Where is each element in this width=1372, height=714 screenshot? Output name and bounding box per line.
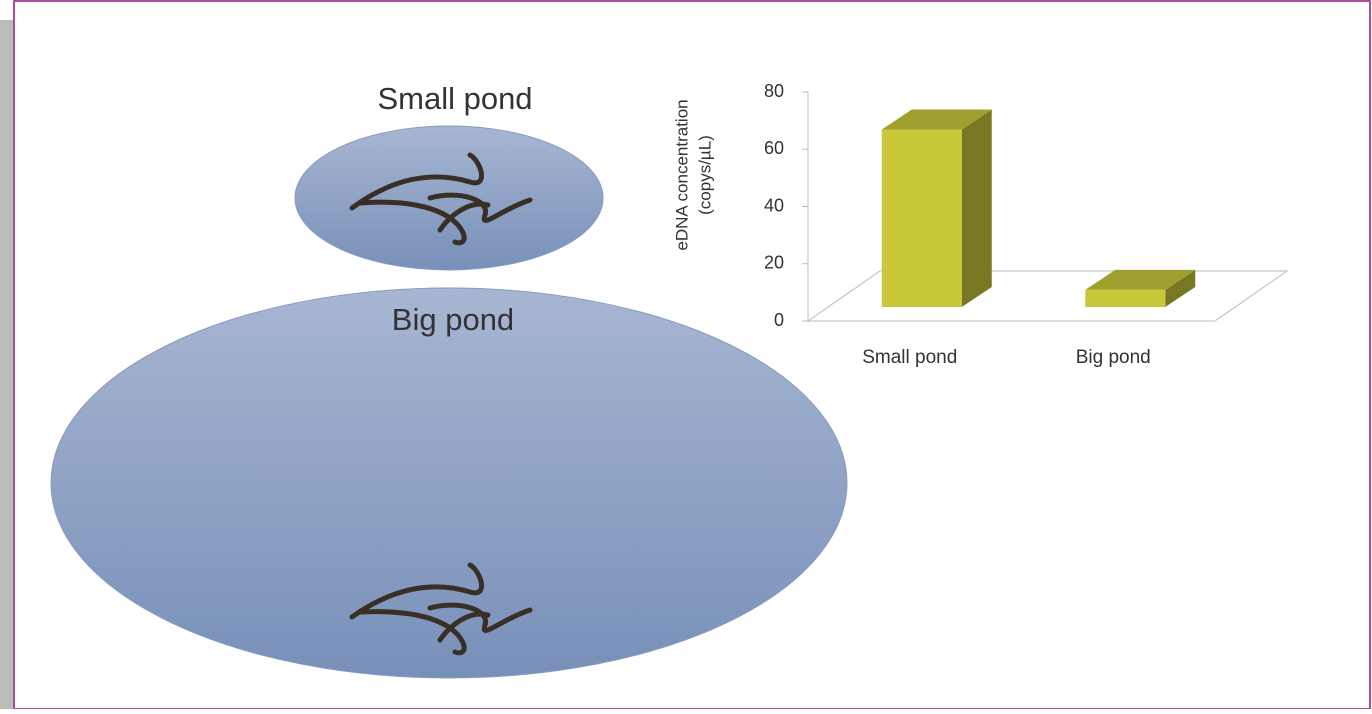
bar-side — [961, 109, 992, 308]
big-pond — [50, 287, 848, 679]
y-axis-label: eDNA concentration — [672, 99, 691, 250]
bar-top — [1085, 269, 1196, 290]
small-pond — [294, 125, 604, 271]
y-tick-label: 80 — [764, 81, 784, 101]
eels-small — [349, 152, 533, 246]
bar-top — [881, 109, 992, 130]
bar — [881, 129, 962, 307]
x-tick-label: Big pond — [1076, 347, 1151, 368]
floor — [806, 270, 1289, 322]
y-tick-label: 40 — [764, 195, 784, 215]
y-tick-label: 20 — [764, 253, 784, 273]
bar — [1085, 289, 1166, 307]
eels-big — [349, 562, 533, 656]
y-tick-label: 60 — [764, 138, 784, 158]
y-axis-label: (copys/µL) — [695, 135, 714, 215]
pond-label: Small pond — [377, 81, 532, 116]
left-bar — [0, 20, 14, 709]
y-tick-label: 0 — [774, 310, 784, 330]
bar-side — [1165, 269, 1196, 307]
x-tick-label: Small pond — [862, 347, 957, 368]
pond-label: Big pond — [392, 302, 514, 337]
